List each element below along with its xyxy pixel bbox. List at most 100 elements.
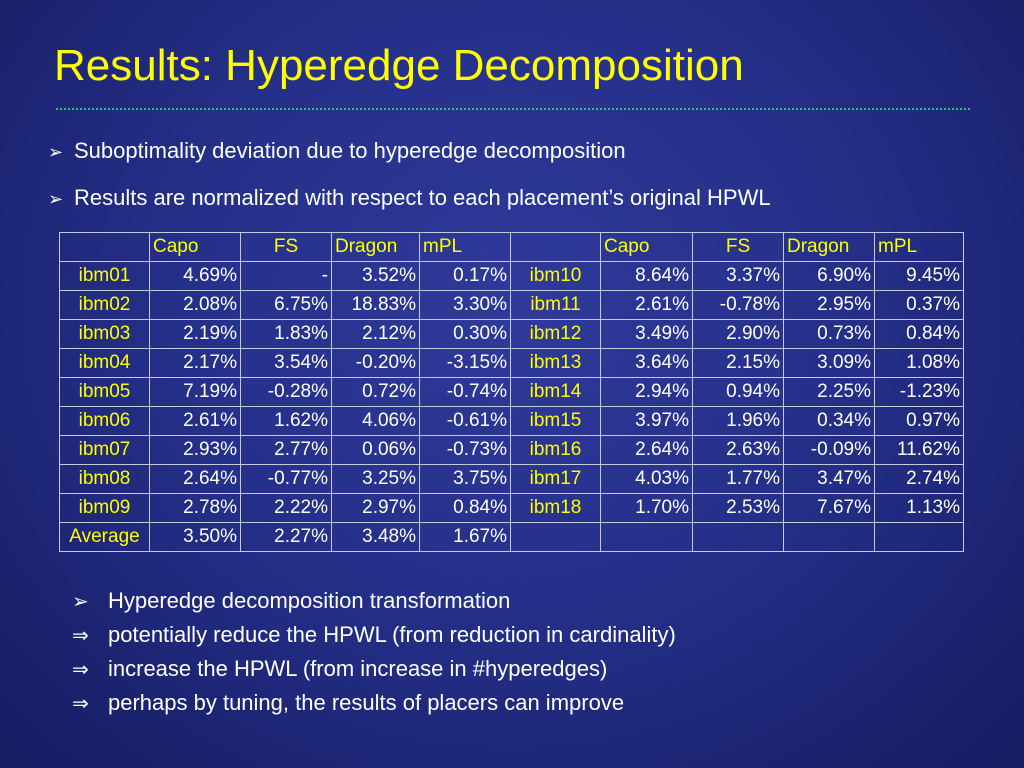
value-cell: -0.61%: [419, 406, 511, 436]
lower-item-reduce: ⇒ potentially reduce the HPWL (from reduc…: [72, 622, 676, 648]
column-header: mPL: [874, 232, 964, 262]
implies-icon: ⇒: [72, 623, 89, 647]
value-cell: -1.23%: [874, 377, 964, 407]
table-row: ibm02 2.08% 6.75% 18.83% 3.30% ibm11 2.61% -0.7…: [59, 290, 964, 320]
value-cell: 2.22%: [240, 493, 332, 523]
value-cell: 2.94%: [600, 377, 693, 407]
column-header: Capo: [149, 232, 241, 262]
benchmark-cell: ibm01: [59, 261, 150, 291]
value-cell: 3.25%: [331, 464, 420, 494]
value-cell: 7.19%: [149, 377, 241, 407]
value-cell: -0.09%: [783, 435, 875, 465]
slide-title: Results: Hyperedge Decomposition: [54, 41, 744, 90]
value-cell: 0.84%: [419, 493, 511, 523]
benchmark-cell: ibm08: [59, 464, 150, 494]
lower-text: perhaps by tuning, the results of placer…: [108, 690, 625, 715]
benchmark-cell: ibm15: [510, 406, 601, 436]
value-cell: 3.48%: [331, 522, 420, 552]
value-cell: 6.90%: [783, 261, 875, 291]
value-cell: -3.15%: [419, 348, 511, 378]
benchmark-cell: ibm11: [510, 290, 601, 320]
table-row: ibm09 2.78% 2.22% 2.97% 0.84% ibm18 1.70% 2.53%…: [59, 493, 964, 523]
value-cell: 2.61%: [600, 290, 693, 320]
value-cell: 1.08%: [874, 348, 964, 378]
value-cell: 2.97%: [331, 493, 420, 523]
bullet-suboptimality: ➢ Suboptimality deviation due to hyperedg…: [48, 138, 626, 164]
benchmark-cell: [510, 522, 601, 552]
benchmark-cell: ibm07: [59, 435, 150, 465]
benchmark-cell: ibm12: [510, 319, 601, 349]
value-cell: 0.73%: [783, 319, 875, 349]
value-cell: 1.70%: [600, 493, 693, 523]
benchmark-cell: ibm02: [59, 290, 150, 320]
value-cell: 2.15%: [692, 348, 784, 378]
column-header: [59, 232, 150, 262]
lower-text: potentially reduce the HPWL (from reduct…: [108, 622, 676, 647]
value-cell: 2.19%: [149, 319, 241, 349]
value-cell: 0.34%: [783, 406, 875, 436]
lower-item-increase: ⇒ increase the HPWL (from increase in #hy…: [72, 656, 607, 682]
value-cell: 2.12%: [331, 319, 420, 349]
value-cell: 2.61%: [149, 406, 241, 436]
column-header: FS: [692, 232, 784, 262]
value-cell: 1.77%: [692, 464, 784, 494]
value-cell: 0.94%: [692, 377, 784, 407]
bullet-normalized: ➢ Results are normalized with respect to …: [48, 185, 771, 211]
benchmark-cell: ibm14: [510, 377, 601, 407]
title-divider: [56, 108, 970, 110]
table-row: ibm04 2.17% 3.54% -0.20% -3.15% ibm13 3.64% 2.1…: [59, 348, 964, 378]
value-cell: 2.93%: [149, 435, 241, 465]
value-cell: 9.45%: [874, 261, 964, 291]
arrow-bullet-icon: ➢: [48, 142, 64, 163]
value-cell: 2.27%: [240, 522, 332, 552]
table-header-row: Capo FS Dragon mPL Capo FS Dragon mPL: [59, 232, 964, 262]
value-cell: 2.08%: [149, 290, 241, 320]
value-cell: -: [240, 261, 332, 291]
value-cell: 0.97%: [874, 406, 964, 436]
value-cell: 2.25%: [783, 377, 875, 407]
value-cell: [783, 522, 875, 552]
value-cell: 3.50%: [149, 522, 241, 552]
table-row: ibm08 2.64% -0.77% 3.25% 3.75% ibm17 4.03% 1.77…: [59, 464, 964, 494]
value-cell: 3.47%: [783, 464, 875, 494]
column-header: mPL: [419, 232, 511, 262]
value-cell: 0.84%: [874, 319, 964, 349]
bullet-text: Results are normalized with respect to e…: [74, 185, 771, 210]
column-header: Dragon: [783, 232, 875, 262]
arrow-bullet-icon: ➢: [48, 189, 64, 210]
column-header: Dragon: [331, 232, 420, 262]
value-cell: 2.64%: [600, 435, 693, 465]
value-cell: 3.64%: [600, 348, 693, 378]
results-table: Capo FS Dragon mPL Capo FS Dragon mPL ibm01 4.69%…: [59, 232, 964, 552]
value-cell: 2.64%: [149, 464, 241, 494]
value-cell: 0.30%: [419, 319, 511, 349]
column-header: [510, 232, 601, 262]
value-cell: 2.77%: [240, 435, 332, 465]
value-cell: 4.03%: [600, 464, 693, 494]
table-row: ibm05 7.19% -0.28% 0.72% -0.74% ibm14 2.94% 0.9…: [59, 377, 964, 407]
value-cell: -0.73%: [419, 435, 511, 465]
value-cell: -0.78%: [692, 290, 784, 320]
column-header: FS: [240, 232, 332, 262]
value-cell: -0.20%: [331, 348, 420, 378]
lower-item-tuning: ⇒ perhaps by tuning, the results of place…: [72, 690, 624, 716]
value-cell: 3.97%: [600, 406, 693, 436]
value-cell: 2.95%: [783, 290, 875, 320]
value-cell: 3.54%: [240, 348, 332, 378]
column-header: Capo: [600, 232, 693, 262]
value-cell: 3.75%: [419, 464, 511, 494]
value-cell: 1.83%: [240, 319, 332, 349]
value-cell: 18.83%: [331, 290, 420, 320]
benchmark-cell: ibm06: [59, 406, 150, 436]
value-cell: 3.09%: [783, 348, 875, 378]
value-cell: 8.64%: [600, 261, 693, 291]
value-cell: 0.37%: [874, 290, 964, 320]
implies-icon: ⇒: [72, 691, 89, 715]
benchmark-cell: ibm03: [59, 319, 150, 349]
value-cell: 3.49%: [600, 319, 693, 349]
value-cell: 1.67%: [419, 522, 511, 552]
table-row: ibm07 2.93% 2.77% 0.06% -0.73% ibm16 2.64% 2.63…: [59, 435, 964, 465]
value-cell: [692, 522, 784, 552]
value-cell: [600, 522, 693, 552]
value-cell: 1.62%: [240, 406, 332, 436]
